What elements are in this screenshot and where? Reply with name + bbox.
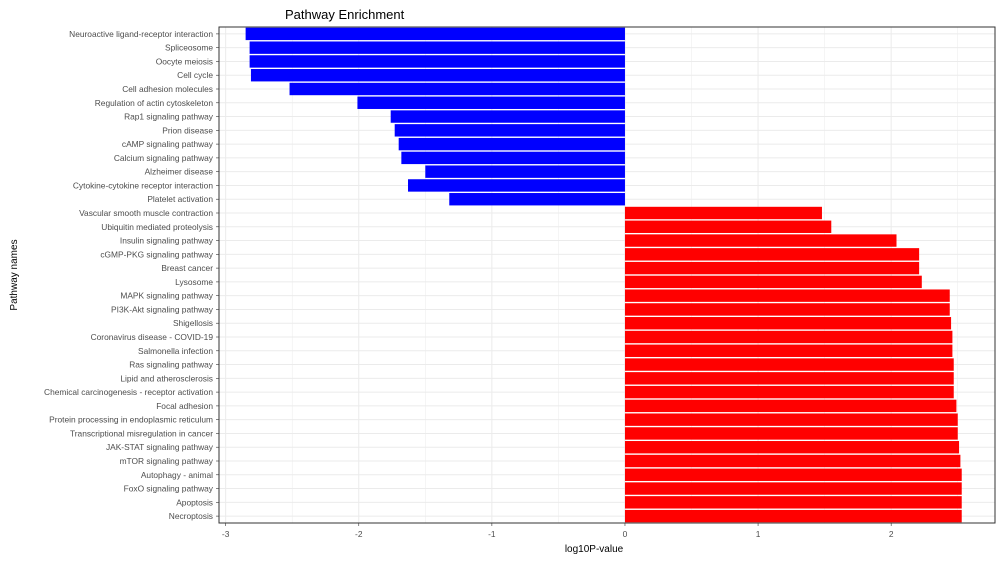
y-tick-label: FoxO signaling pathway [124,484,214,494]
y-tick-label: Vascular smooth muscle contraction [79,208,213,218]
x-tick-label: 0 [623,529,628,539]
x-tick-label: -2 [355,529,363,539]
bar-cytokine-cytokine-receptor-interaction [408,179,625,191]
bar-rap1-signaling-pathway [391,110,625,122]
bar-cgmp-pkg-signaling-pathway [625,248,919,260]
bars [246,28,962,523]
y-tick-label: Regulation of actin cytoskeleton [95,98,214,108]
y-tick-label: Oocyte meiosis [156,56,213,66]
bar-pi3k-akt-signaling-pathway [625,303,950,315]
y-tick-label: Platelet activation [147,194,213,204]
y-tick-label: Chemical carcinogenesis - receptor activ… [44,387,213,397]
bar-spliceosome [250,41,625,53]
y-tick-label: Insulin signaling pathway [120,236,214,246]
bar-neuroactive-ligand-receptor-interaction [246,28,625,40]
bar-lipid-and-atherosclerosis [625,372,954,384]
y-tick-label: Neuroactive ligand-receptor interaction [69,29,213,39]
bar-autophagy-animal [625,469,962,481]
y-tick-labels: Neuroactive ligand-receptor interaction S… [44,29,219,521]
bar-necroptosis [625,510,962,522]
y-tick-label: Breast cancer [161,263,213,273]
y-tick-label: Ras signaling pathway [129,360,214,370]
y-tick-label: Coronavirus disease - COVID-19 [91,332,214,342]
bar-mapk-signaling-pathway [625,289,950,301]
y-tick-label: Lipid and atherosclerosis [120,373,213,383]
y-tick-label: Cell adhesion molecules [122,84,213,94]
y-tick-label: Focal adhesion [156,401,213,411]
bar-lysosome [625,276,922,288]
y-tick-label: Rap1 signaling pathway [124,112,214,122]
y-tick-label: Necroptosis [169,511,213,521]
bar-insulin-signaling-pathway [625,234,897,246]
y-tick-label: Apoptosis [176,497,213,507]
y-tick-label: Transcriptional misregulation in cancer [70,428,213,438]
y-tick-label: Alzheimer disease [145,167,214,177]
x-tick-label: -1 [488,529,496,539]
y-tick-label: Ubiquitin mediated proteolysis [101,222,213,232]
x-axis-title: log10P-value [565,544,624,555]
bar-protein-processing-in-endoplasmic-reticulum [625,413,958,425]
bar-oocyte-meiosis [250,55,625,67]
bar-regulation-of-actin-cytoskeleton [357,97,625,109]
y-tick-label: Cytokine-cytokine receptor interaction [73,180,213,190]
bar-apoptosis [625,496,962,508]
bar-foxo-signaling-pathway [625,482,962,494]
bar-ras-signaling-pathway [625,358,954,370]
bar-breast-cancer [625,262,919,274]
bar-mtor-signaling-pathway [625,455,960,467]
x-tick-label: 1 [756,529,761,539]
bar-shigellosis [625,317,951,329]
bar-salmonella-infection [625,345,952,357]
x-tick-label: -3 [222,529,230,539]
bar-cell-cycle [251,69,625,81]
y-tick-label: Salmonella infection [138,346,213,356]
chart-title: Pathway Enrichment [285,7,405,22]
bar-focal-adhesion [625,400,956,412]
bar-jak-stat-signaling-pathway [625,441,959,453]
bar-chemical-carcinogenesis-receptor-activation [625,386,954,398]
y-tick-label: Shigellosis [173,318,213,328]
y-tick-label: Cell cycle [177,70,213,80]
bar-vascular-smooth-muscle-contraction [625,207,822,219]
bar-transcriptional-misregulation-in-cancer [625,427,958,439]
x-tick-label: 2 [889,529,894,539]
bar-coronavirus-disease-covid-19 [625,331,952,343]
bar-prion-disease [395,124,625,136]
bar-ubiquitin-mediated-proteolysis [625,221,831,233]
y-axis-title: Pathway names [9,239,20,310]
y-tick-label: Autophagy - animal [141,470,213,480]
bar-platelet-activation [449,193,625,205]
y-tick-label: Lysosome [175,277,213,287]
y-tick-label: JAK-STAT signaling pathway [106,442,214,452]
y-tick-label: cAMP signaling pathway [122,139,214,149]
y-tick-label: Calcium signaling pathway [114,153,214,163]
y-tick-label: MAPK signaling pathway [120,291,213,301]
x-ticks: -3 -2 -1 0 1 2 [222,523,894,539]
bar-cell-adhesion-molecules [290,83,625,95]
y-tick-label: PI3K-Akt signaling pathway [111,304,214,314]
y-tick-label: Spliceosome [165,43,213,53]
bar-camp-signaling-pathway [399,138,625,150]
bar-alzheimer-disease [425,165,625,177]
y-tick-label: Protein processing in endoplasmic reticu… [49,415,213,425]
y-tick-label: cGMP-PKG signaling pathway [100,249,213,259]
y-tick-label: Prion disease [162,125,213,135]
y-tick-label: mTOR signaling pathway [120,456,214,466]
bar-calcium-signaling-pathway [401,152,625,164]
